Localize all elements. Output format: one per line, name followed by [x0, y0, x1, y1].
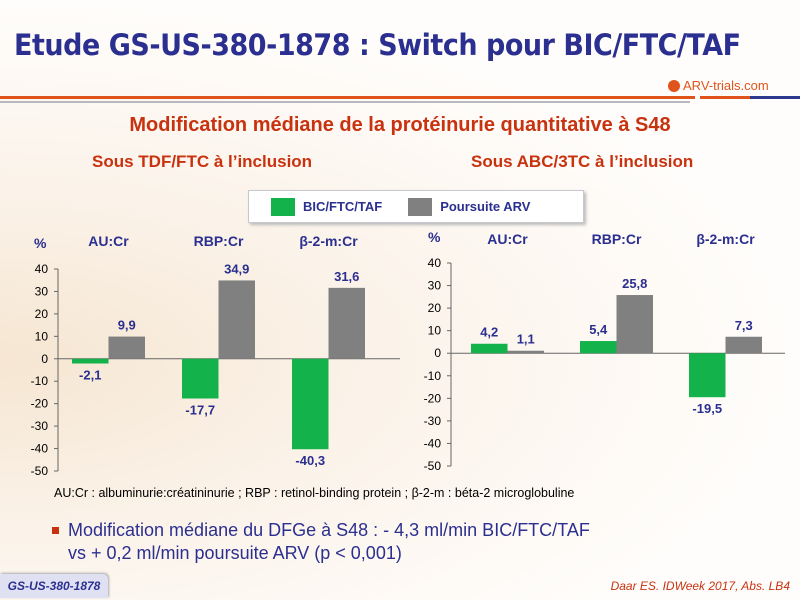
bar-poursuite — [328, 287, 365, 359]
legend: BIC/FTC/TAF Poursuite ARV — [248, 190, 584, 223]
data-label: -2,1 — [79, 367, 101, 382]
bullet-line-1: Modification médiane du DFGe à S48 : - 4… — [68, 520, 590, 540]
y-tick-label: 20 — [35, 307, 49, 321]
category-label: RBP:Cr — [194, 233, 244, 249]
y-tick-label: 30 — [35, 284, 49, 298]
bar-poursuite — [218, 280, 255, 359]
left-chart-title: Sous TDF/FTC à l’inclusion — [92, 152, 313, 171]
y-tick-label: 30 — [428, 279, 442, 293]
bar-bic — [580, 341, 617, 354]
legend-label-bic: BIC/FTC/TAF — [303, 199, 383, 214]
data-label: 1,1 — [517, 332, 535, 347]
y-tick-label: -40 — [31, 442, 49, 456]
y-tick-label: -40 — [424, 436, 442, 450]
bar-bic — [182, 358, 219, 399]
bar-bic — [72, 358, 109, 364]
chart-subtitle: Modification médiane de la protéinurie q… — [129, 114, 671, 136]
y-tick-label: -30 — [31, 419, 49, 433]
logo-text: ARV-trials.com — [683, 78, 769, 93]
y-tick-label: 40 — [35, 262, 49, 276]
data-label: 4,2 — [480, 325, 498, 340]
data-label: -19,5 — [692, 401, 722, 416]
bar-poursuite — [616, 295, 653, 354]
y-tick-label: -10 — [424, 369, 442, 383]
y-tick-label: -20 — [424, 391, 442, 405]
y-tick-label: 10 — [428, 324, 442, 338]
legend-swatch-bic — [271, 197, 295, 216]
y-tick-label: -20 — [31, 397, 49, 411]
data-label: 31,6 — [334, 269, 359, 284]
bar-bic — [292, 358, 329, 450]
bullet-icon — [52, 527, 59, 534]
y-axis-label: % — [34, 235, 47, 251]
data-label: 25,8 — [622, 276, 647, 291]
title-divider — [0, 96, 695, 99]
data-label: -17,7 — [185, 403, 215, 418]
y-tick-label: -10 — [31, 374, 49, 388]
y-tick-label: -50 — [424, 459, 442, 473]
y-tick-label: 0 — [41, 352, 48, 366]
legend-swatch-poursuite — [408, 197, 433, 216]
study-tag: GS-US-380-1878 — [0, 574, 108, 598]
y-tick-label: 20 — [428, 301, 442, 315]
bar-poursuite — [725, 336, 762, 354]
arv-trials-logo: ARV-trials.com — [668, 78, 769, 93]
bar-poursuite — [507, 350, 544, 354]
bar-bic — [471, 343, 508, 354]
bar-poursuite — [108, 336, 145, 359]
category-label: RBP:Cr — [592, 231, 642, 247]
y-tick-label: -30 — [424, 414, 442, 428]
logo-icon — [668, 80, 680, 92]
title-divider-right — [700, 96, 800, 99]
y-tick-label: 10 — [35, 329, 49, 343]
bullet-point: Modification médiane du DFGe à S48 : - 4… — [52, 519, 590, 565]
page-title: Etude GS-US-380-1878 : Switch pour BIC/F… — [14, 28, 741, 62]
y-tick-label: 40 — [428, 256, 442, 270]
legend-label-poursuite: Poursuite ARV — [440, 199, 531, 214]
category-label: AU:Cr — [88, 233, 129, 249]
data-label: 5,4 — [589, 322, 608, 337]
data-label: 9,9 — [118, 318, 136, 333]
y-tick-label: 0 — [434, 346, 441, 360]
footnote: AU:Cr : albuminurie:créatininurie ; RBP … — [54, 486, 575, 500]
reference: Daar ES. IDWeek 2017, Abs. LB4 — [610, 579, 790, 593]
category-label: AU:Cr — [487, 231, 528, 247]
data-label: -40,3 — [295, 453, 325, 468]
title-divider-gray — [0, 101, 690, 103]
right-chart-title: Sous ABC/3TC à l’inclusion — [471, 152, 694, 171]
y-axis-label: % — [428, 229, 441, 245]
bar-bic — [689, 353, 726, 398]
bullet-line-2: vs + 0,2 ml/min poursuite ARV (p < 0,001… — [68, 543, 402, 563]
category-label: β-2-m:Cr — [299, 233, 358, 249]
y-tick-label: -50 — [31, 464, 49, 478]
category-label: β-2-m:Cr — [696, 231, 755, 247]
data-label: 7,3 — [735, 318, 753, 333]
data-label: 34,9 — [224, 261, 249, 276]
